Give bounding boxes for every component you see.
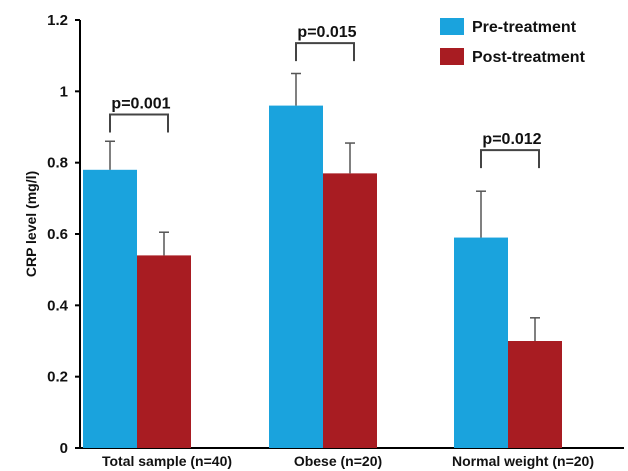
x-category-label: Obese (n=20)	[294, 453, 382, 469]
legend-label: Pre-treatment	[472, 19, 577, 36]
x-axis-categories: Total sample (n=40) Obese (n=20) Normal we…	[102, 453, 594, 469]
y-tick-label: 0.4	[47, 297, 69, 314]
y-axis-title: CRP level (mg/l)	[23, 171, 39, 277]
y-tick-label: 1	[60, 83, 68, 100]
significance-annotations: p=0.001 p=0.015 p=0.012	[109, 24, 542, 169]
error-bars	[105, 72, 540, 341]
bar-post-treatment	[137, 255, 191, 448]
legend-label: Post-treatment	[472, 49, 586, 66]
bar-post-treatment	[323, 173, 377, 448]
p-value-label: p=0.015	[297, 24, 356, 41]
bar-pre-treatment	[454, 237, 508, 448]
y-tick-label: 0.8	[47, 155, 68, 172]
legend-swatch	[440, 48, 464, 65]
x-category-label: Normal weight (n=20)	[452, 453, 594, 469]
bar-pre-treatment	[83, 169, 137, 449]
significance-bracket	[295, 42, 355, 62]
y-tick-label: 0.6	[47, 226, 68, 243]
legend-swatch	[440, 18, 464, 35]
y-tick-label: 0	[60, 440, 68, 457]
significance-bracket	[109, 113, 169, 133]
y-tick-label: 0.2	[47, 369, 68, 386]
bar-post-treatment	[508, 341, 562, 448]
bars	[83, 105, 562, 449]
significance-bracket	[480, 149, 540, 169]
x-category-label: Total sample (n=40)	[102, 453, 232, 469]
y-tick-label: 1.2	[47, 12, 68, 29]
legend: Pre-treatment Post-treatment	[440, 18, 586, 66]
bar-pre-treatment	[269, 105, 323, 448]
y-axis-ticks: 0 0.2 0.4 0.6 0.8 1 1.2	[47, 12, 80, 457]
p-value-label: p=0.012	[482, 131, 541, 148]
p-value-label: p=0.001	[111, 96, 170, 113]
